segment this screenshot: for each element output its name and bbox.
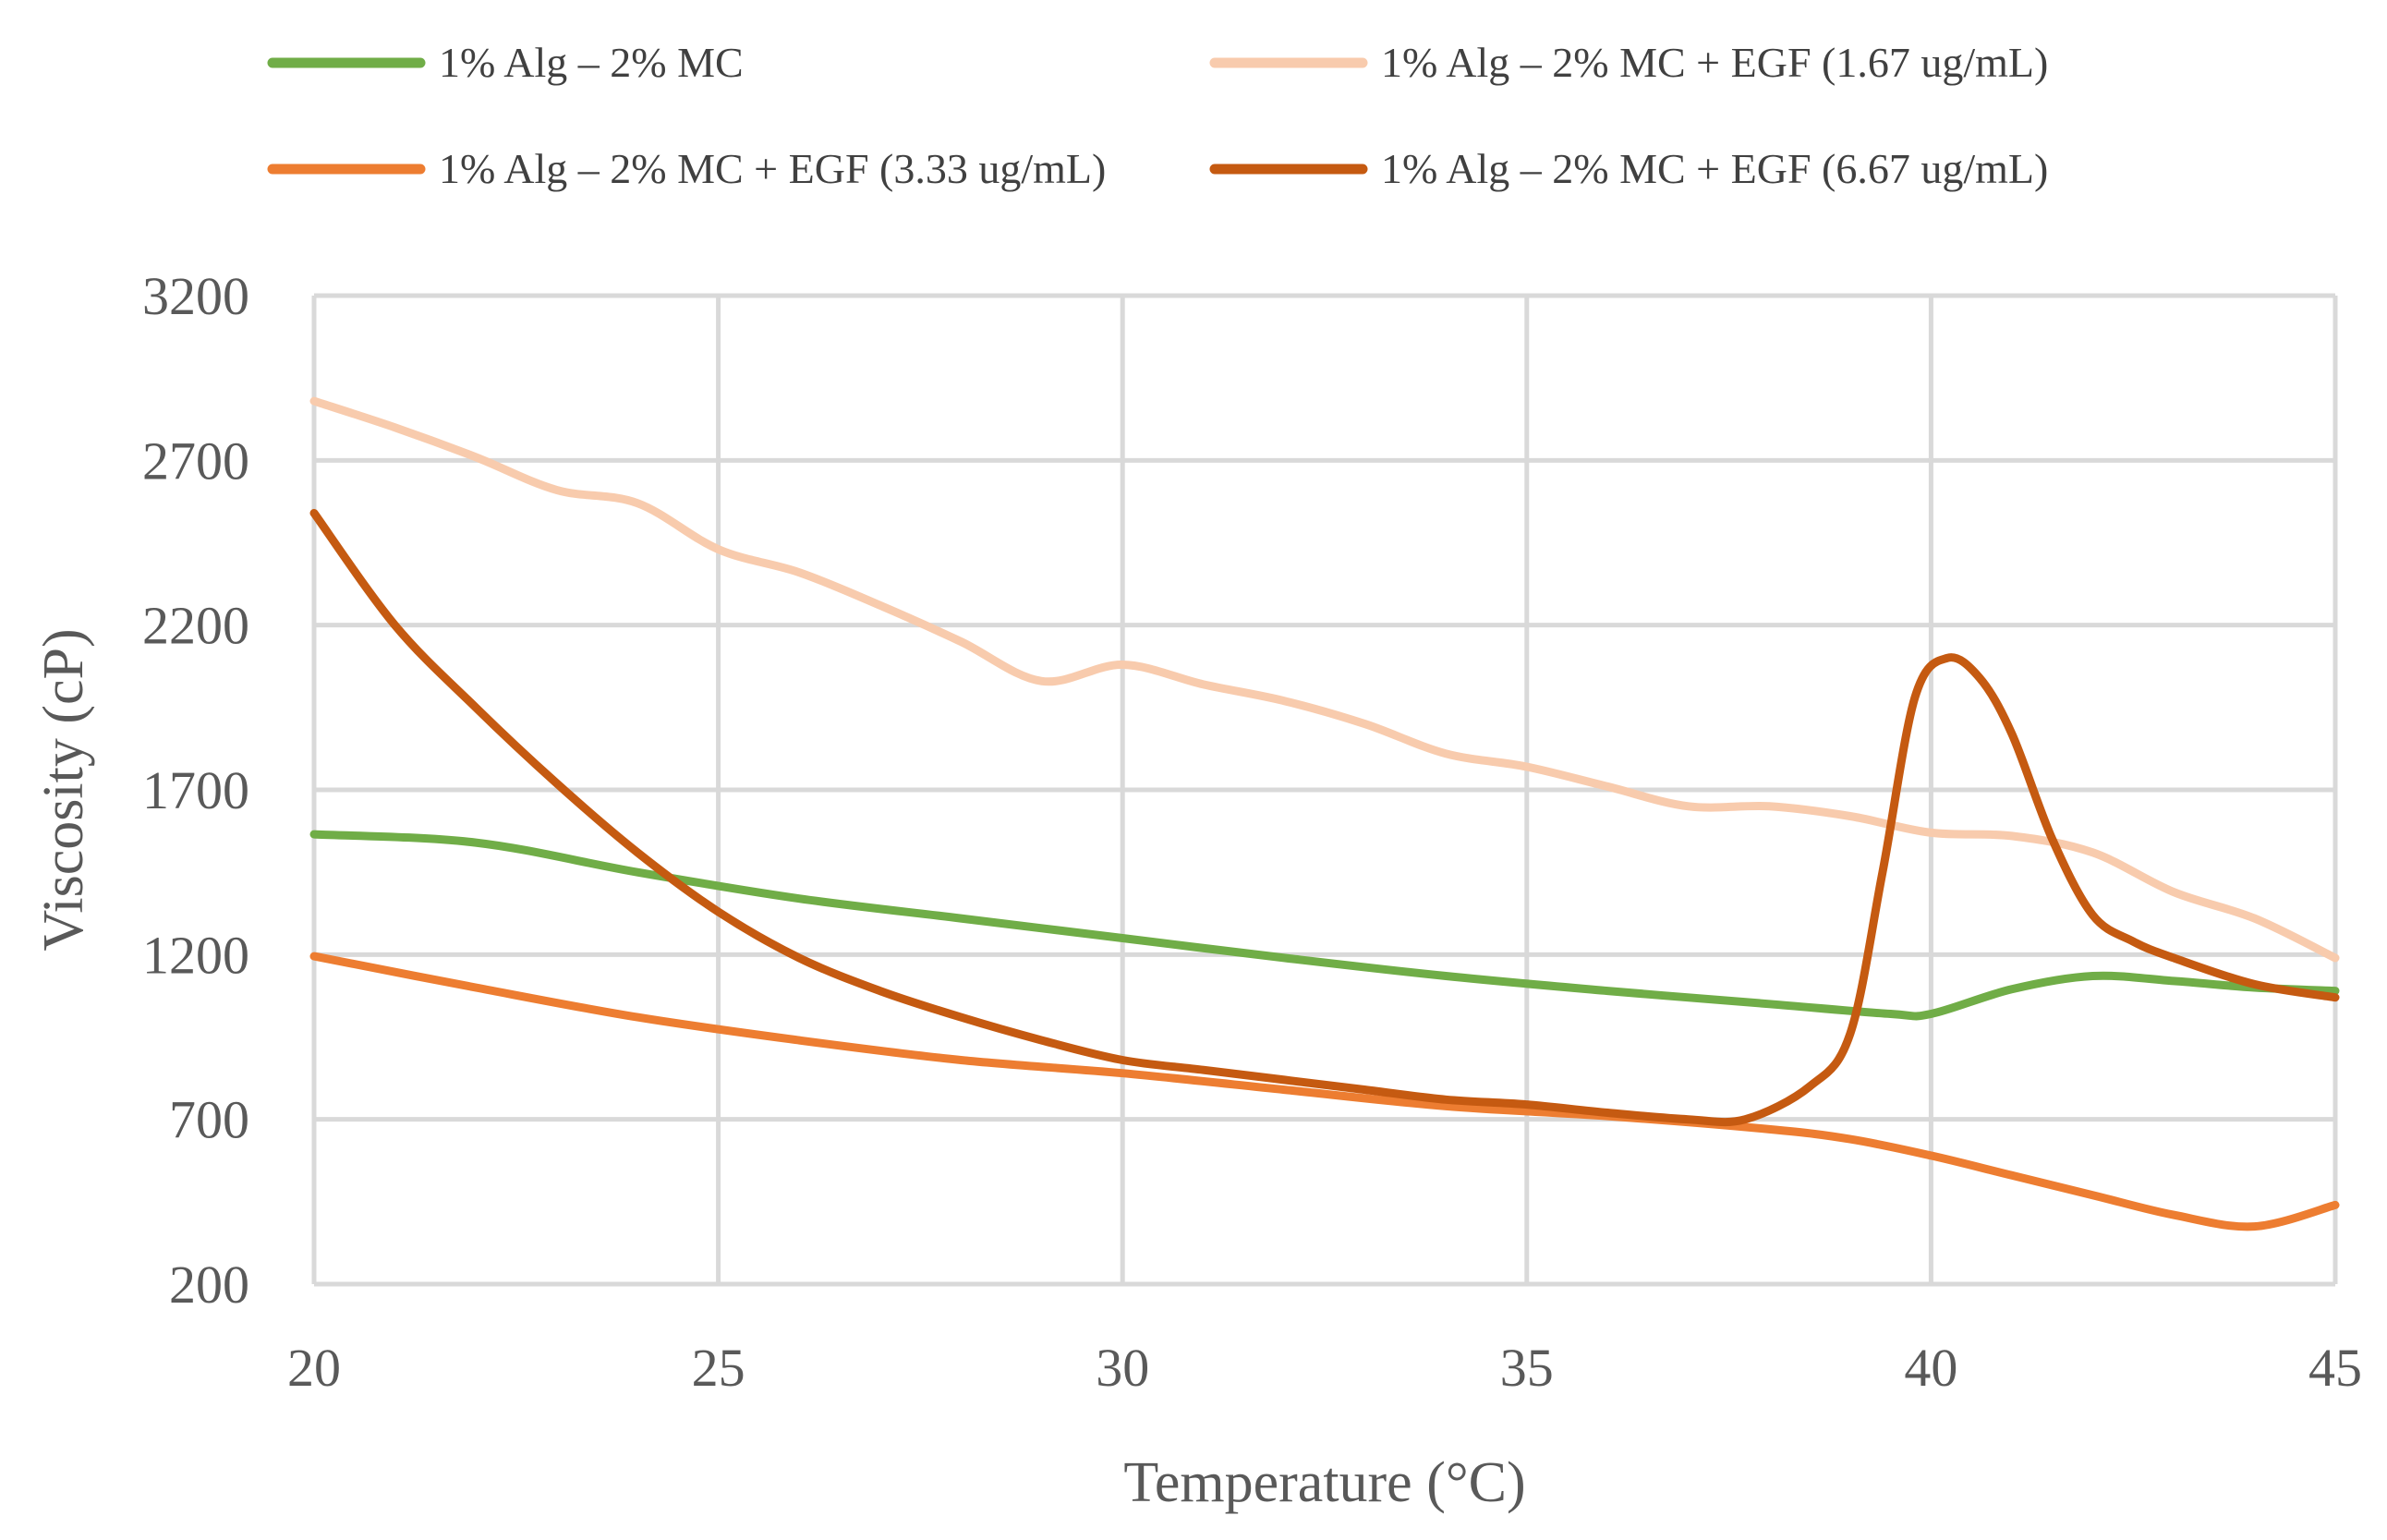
- x-tick-label: 25: [692, 1338, 745, 1398]
- x-axis-title: Temperature (°C): [1123, 1451, 1525, 1514]
- x-tick-label: 20: [287, 1338, 341, 1398]
- y-tick-label: 1200: [142, 925, 249, 985]
- legend-label-3: 1% Alg – 2% MC + EGF (3.33 ug/mL): [439, 145, 1106, 192]
- y-tick-label: 2200: [142, 596, 249, 656]
- x-tick-label: 45: [2308, 1338, 2362, 1398]
- y-tick-label: 700: [169, 1090, 249, 1150]
- series-line-2: [309, 396, 2340, 963]
- legend-label-2: 1% Alg – 2% MC + EGF (1.67 ug/mL): [1381, 39, 2048, 86]
- x-tick-label: 40: [1904, 1338, 1957, 1398]
- y-axis-ticks: 200 700 1200 1700 2200 2700 3200: [142, 266, 249, 1315]
- x-tick-label: 35: [1500, 1338, 1554, 1398]
- y-axis-title: Viscosity (cP): [32, 628, 95, 951]
- series-line-1: [309, 830, 2340, 1021]
- y-tick-label: 2700: [142, 430, 249, 491]
- y-tick-label: 200: [169, 1255, 249, 1315]
- series-layer: [309, 396, 2340, 1231]
- series-line-4: [309, 508, 2340, 1127]
- legend-label-1: 1% Alg – 2% MC: [439, 39, 744, 86]
- gridlines: [311, 293, 2338, 1287]
- x-axis-ticks: 20 25 30 35 40 45: [287, 1338, 2362, 1398]
- legend-label-4: 1% Alg – 2% MC + EGF (6.67 ug/mL): [1381, 145, 2048, 192]
- series-line-3: [309, 952, 2340, 1231]
- legend: 1% Alg – 2% MC 1% Alg – 2% MC + EGF (1.67…: [267, 39, 2048, 192]
- y-tick-label: 3200: [142, 266, 249, 326]
- y-tick-label: 1700: [142, 760, 249, 820]
- x-tick-label: 30: [1096, 1338, 1149, 1398]
